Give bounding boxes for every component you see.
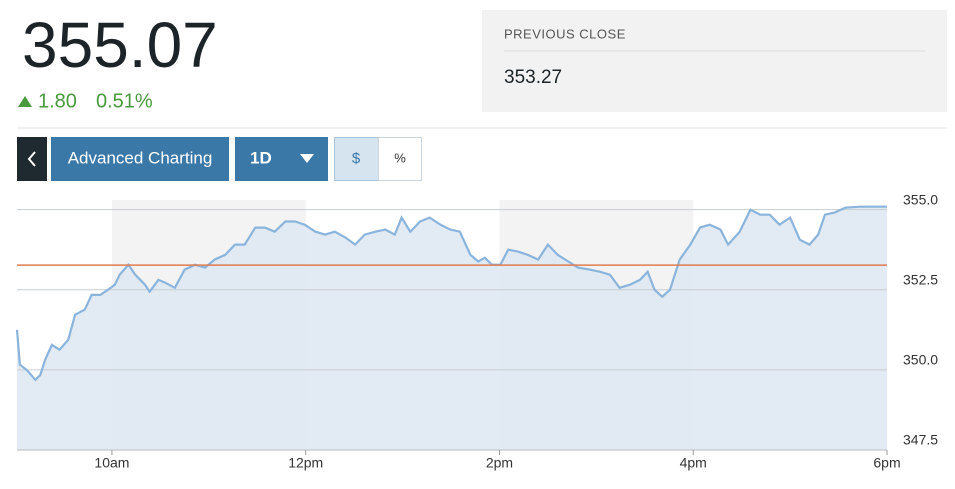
y-tick-label: 347.5 xyxy=(903,432,938,448)
button-label: 1D xyxy=(250,148,272,167)
previous-close-value: 353.27 xyxy=(504,67,562,88)
up-arrow xyxy=(18,96,32,107)
x-tick-label: 6pm xyxy=(873,455,900,471)
x-tick-label: 4pm xyxy=(680,455,707,471)
change: 1.80 xyxy=(38,90,77,112)
previous-close-label: PREVIOUS CLOSE xyxy=(504,26,626,41)
price: 355.07 xyxy=(22,9,218,81)
previous-close-box xyxy=(482,10,947,112)
x-tick-label: 10am xyxy=(94,455,129,471)
button-bg xyxy=(378,137,422,181)
button-bg xyxy=(334,137,379,181)
price-line xyxy=(15,205,887,382)
button-label: $ xyxy=(352,150,361,167)
advanced-charting-button[interactable]: Advanced Charting xyxy=(51,137,229,181)
caret xyxy=(300,154,314,163)
button-label: % xyxy=(394,150,406,165)
button-bg xyxy=(17,137,47,181)
change-percent: 0.51% xyxy=(96,90,153,112)
y-tick-label: 355.0 xyxy=(903,191,938,207)
range-dropdown[interactable]: 1D xyxy=(235,137,328,181)
chevron xyxy=(27,151,36,167)
x-tick-label: 12pm xyxy=(288,455,323,471)
x-tick-label: 2pm xyxy=(486,455,513,471)
back-button[interactable] xyxy=(17,137,47,181)
button-label: Advanced Charting xyxy=(68,148,213,167)
y-tick-label: 350.0 xyxy=(903,352,938,368)
button-bg xyxy=(51,137,229,181)
y-tick-label: 352.5 xyxy=(903,271,938,287)
dollar-toggle[interactable]: $ xyxy=(334,137,379,181)
percent-toggle[interactable]: % xyxy=(378,137,422,181)
area xyxy=(17,206,887,450)
button-bg xyxy=(235,137,328,181)
